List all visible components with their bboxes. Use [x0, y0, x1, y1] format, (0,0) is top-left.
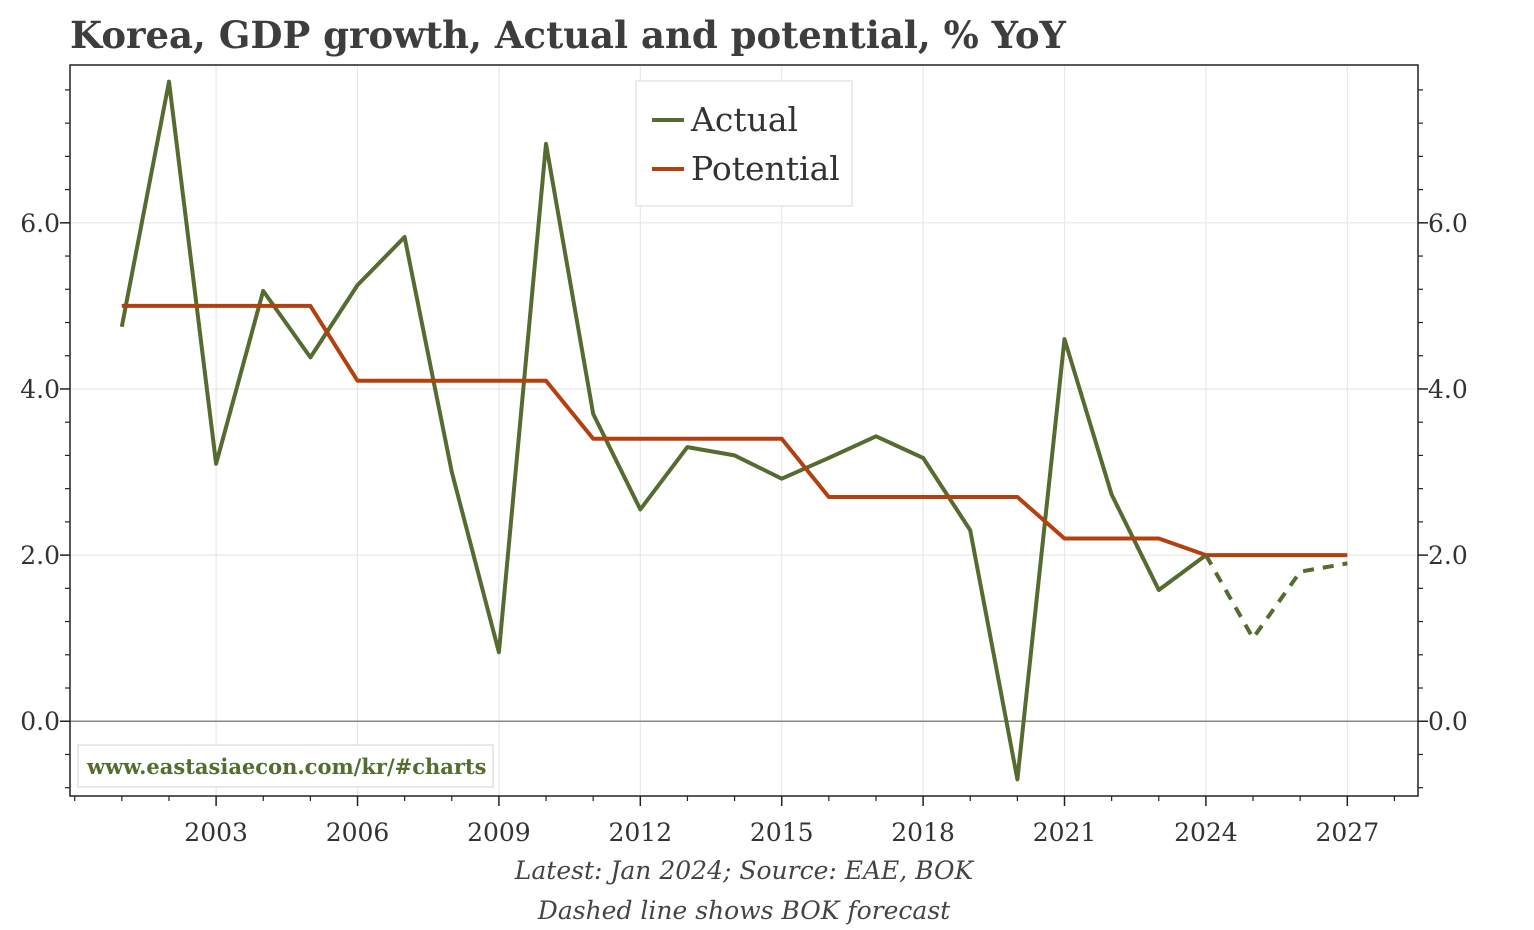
x-tick-label: 2021 — [1033, 818, 1097, 847]
grid-lines — [70, 65, 1418, 796]
legend-label-potential: Potential — [691, 149, 840, 188]
y-tick-label-left: 6.0 — [20, 209, 60, 238]
x-tick-label: 2018 — [891, 818, 955, 847]
watermark: www.eastasiaecon.com/kr/#charts — [77, 744, 494, 788]
watermark-text: www.eastasiaecon.com/kr/#charts — [86, 754, 486, 779]
series-potential-line — [121, 303, 1348, 558]
y-tick-label-left: 2.0 — [20, 541, 60, 570]
x-tick-label: 2012 — [608, 818, 672, 847]
x-tick-label: 2027 — [1315, 818, 1379, 847]
y-tick-labels-right: 0.0 2.0 4.0 6.0 — [1428, 209, 1468, 736]
axis-ticks — [60, 89, 1428, 806]
legend: Actual Potential — [635, 80, 853, 207]
series-lines — [119, 79, 1348, 782]
x-tick-label: 2006 — [326, 818, 390, 847]
legend-box — [635, 80, 853, 207]
chart-title: Korea, GDP growth, Actual and potential,… — [70, 13, 1067, 57]
footnote-source: Latest: Jan 2024; Source: EAE, BOK — [514, 856, 975, 885]
y-tick-label-left: 0.0 — [20, 707, 60, 736]
x-tick-labels: 2003 2006 2009 2012 2015 2018 2021 2024 2027 — [184, 818, 1379, 847]
series-actual-line — [119, 79, 1208, 782]
y-tick-label-right: 4.0 — [1428, 375, 1468, 404]
footnote-forecast: Dashed line shows BOK forecast — [537, 896, 951, 925]
x-tick-label: 2015 — [750, 818, 814, 847]
y-tick-labels-left: 0.0 2.0 4.0 6.0 — [20, 209, 60, 736]
x-tick-label: 2003 — [184, 818, 248, 847]
y-tick-label-left: 4.0 — [20, 375, 60, 404]
plot-frame — [69, 64, 1419, 797]
legend-label-actual: Actual — [690, 100, 798, 139]
x-tick-label: 2024 — [1174, 818, 1238, 847]
y-tick-label-right: 0.0 — [1428, 707, 1468, 736]
series-forecast-line — [1204, 554, 1348, 641]
watermark-box — [77, 744, 494, 788]
x-tick-label: 2009 — [467, 818, 531, 847]
y-tick-label-right: 2.0 — [1428, 541, 1468, 570]
y-tick-label-right: 6.0 — [1428, 209, 1468, 238]
